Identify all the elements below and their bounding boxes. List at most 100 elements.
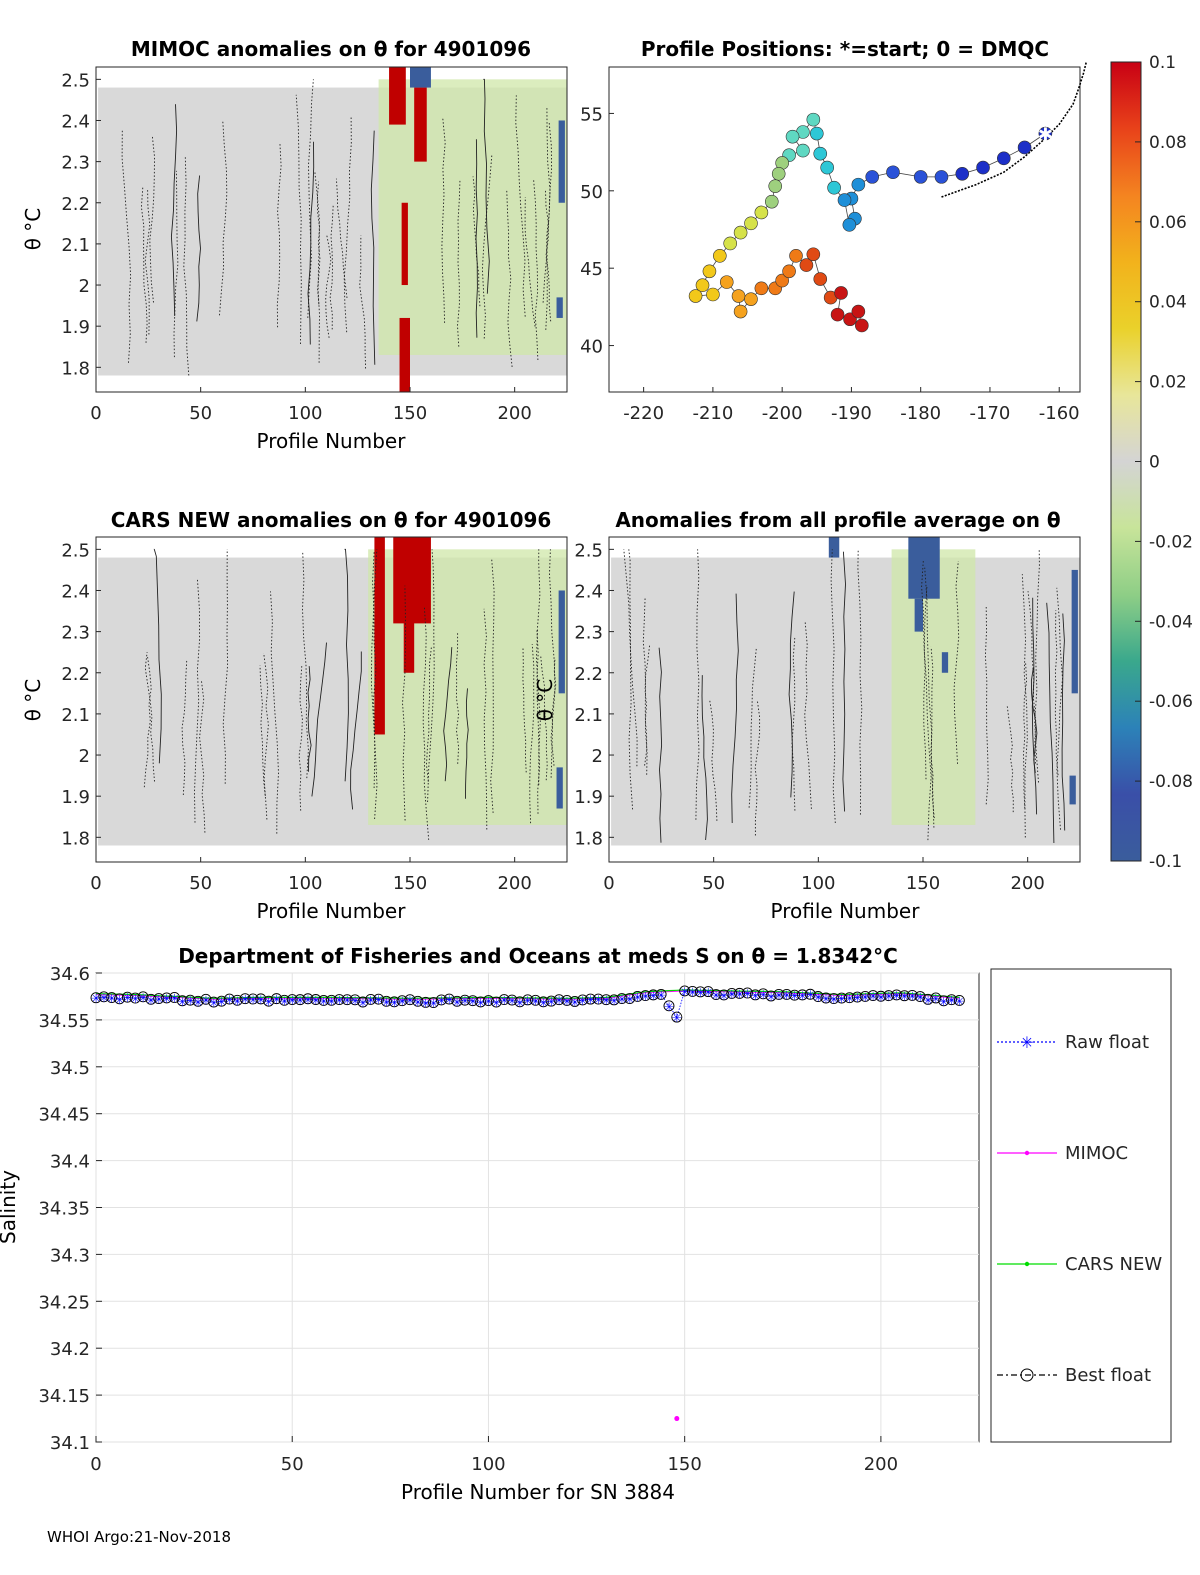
negative-anomaly-band bbox=[378, 79, 567, 355]
best-float-marker bbox=[883, 990, 895, 1002]
y-tick-label: 1.8 bbox=[61, 358, 90, 379]
raw-float-marker: ✳ bbox=[122, 991, 132, 1005]
best-float-marker bbox=[121, 991, 133, 1003]
best-float-marker bbox=[844, 992, 855, 1004]
average-ylabel: θ °C bbox=[533, 679, 557, 722]
best-float-marker bbox=[749, 989, 761, 1001]
contour-line bbox=[144, 652, 155, 782]
salinity-legend: ✳ Raw float MIMOC CARS NEW Best float bbox=[990, 968, 1172, 1443]
best-float-marker bbox=[522, 994, 534, 1006]
profile-position-marker bbox=[813, 146, 828, 161]
best-float-marker bbox=[302, 993, 314, 1005]
raw-float-marker: ✳ bbox=[169, 991, 179, 1005]
raw-float-marker: ✳ bbox=[782, 988, 792, 1002]
best-float-marker bbox=[859, 990, 871, 1002]
x-tick-label: 50 bbox=[189, 873, 212, 894]
raw-float-marker: ✳ bbox=[860, 990, 870, 1004]
coastline bbox=[941, 62, 1087, 198]
best-float-marker bbox=[922, 993, 934, 1005]
y-tick-label: 2.2 bbox=[61, 664, 90, 685]
profile-position-marker bbox=[723, 236, 738, 251]
y-tick-label: 34.1 bbox=[50, 1433, 90, 1454]
best-float-marker bbox=[867, 990, 879, 1001]
raw-float-marker: ✳ bbox=[374, 993, 384, 1007]
raw-float-marker: ✳ bbox=[758, 988, 768, 1002]
raw-float-marker: ✳ bbox=[735, 987, 745, 1001]
profile-position-marker bbox=[842, 218, 857, 232]
profile-position-marker bbox=[733, 304, 748, 319]
y-tick-label: 2.2 bbox=[574, 664, 603, 685]
raw-float-marker: ✳ bbox=[931, 992, 941, 1006]
contour-line bbox=[143, 655, 152, 788]
positions-track: ✱ bbox=[688, 62, 1087, 333]
contour-line bbox=[923, 586, 932, 841]
contour-line bbox=[1034, 549, 1040, 783]
contour-line bbox=[298, 664, 303, 811]
best-float-marker bbox=[247, 993, 259, 1005]
contour-line bbox=[533, 179, 539, 361]
best-float-marker bbox=[475, 996, 487, 1008]
contour-line bbox=[372, 552, 377, 789]
profile-position-marker bbox=[744, 292, 758, 306]
contour-line bbox=[536, 629, 541, 814]
best-float-marker bbox=[679, 985, 691, 997]
y-tick-label: 34.4 bbox=[50, 1152, 90, 1173]
best-float-marker bbox=[365, 993, 377, 1005]
mimoc-heatmap bbox=[96, 67, 567, 392]
best-float-marker bbox=[145, 993, 157, 1005]
y-tick-label: 40 bbox=[580, 337, 603, 358]
cars-title: CARS NEW anomalies on θ for 4901096 bbox=[111, 508, 552, 532]
profile-position-marker bbox=[851, 304, 866, 319]
contour-line bbox=[549, 549, 556, 778]
profile-position-marker bbox=[806, 112, 821, 127]
best-float-marker bbox=[663, 1000, 675, 1012]
legend-marker-dot bbox=[1024, 1261, 1030, 1267]
best-float-marker bbox=[443, 993, 455, 1005]
profile-position-marker bbox=[771, 166, 786, 181]
contour-line bbox=[658, 647, 663, 843]
best-float-marker bbox=[694, 986, 706, 998]
raw-float-marker: ✳ bbox=[397, 995, 407, 1009]
raw-float-marker: ✳ bbox=[491, 996, 501, 1010]
profile-position-marker bbox=[789, 249, 803, 263]
x-tick-label: 0 bbox=[603, 873, 614, 894]
raw-float-marker: ✳ bbox=[915, 991, 925, 1005]
raw-float-marker: ✳ bbox=[719, 989, 729, 1003]
contour-line bbox=[443, 647, 453, 782]
best-float-marker bbox=[906, 989, 918, 1001]
raw-float-marker: ✳ bbox=[185, 994, 195, 1008]
x-tick-label: 150 bbox=[667, 1454, 701, 1475]
raw-float-marker: ✳ bbox=[837, 992, 847, 1006]
legend-label: MIMOC bbox=[1065, 1143, 1128, 1164]
best-float-marker bbox=[106, 992, 118, 1004]
x-tick-label: 0 bbox=[90, 403, 101, 424]
missing-data-mask bbox=[609, 845, 1080, 862]
contour-line bbox=[335, 178, 348, 298]
contour-line bbox=[481, 154, 493, 339]
contour-line bbox=[695, 549, 700, 820]
profile-position-marker bbox=[719, 275, 734, 289]
negative-anomaly-patch bbox=[941, 652, 949, 673]
colorbar: 0.1 0.08 0.06 0.04 0.02 0 -0.02 -0.04 -0.06 -0.08… bbox=[1110, 53, 1193, 872]
raw-float-marker: ✳ bbox=[240, 993, 250, 1007]
best-float-marker bbox=[938, 995, 950, 1007]
y-tick-label: 2.4 bbox=[61, 111, 90, 132]
profile-position-marker bbox=[997, 151, 1011, 166]
negative-anomaly-patch bbox=[828, 537, 840, 558]
raw-float-marker: ✳ bbox=[554, 994, 564, 1008]
contour-line bbox=[302, 552, 309, 779]
raw-float-marker: ✳ bbox=[201, 993, 211, 1007]
raw-float-marker: ✳ bbox=[468, 995, 478, 1009]
raw-float-marker: ✳ bbox=[813, 991, 823, 1005]
legend-label: CARS NEW bbox=[1065, 1254, 1162, 1275]
contour-line bbox=[709, 699, 718, 821]
raw-float-marker: ✳ bbox=[633, 990, 643, 1004]
best-float-marker bbox=[946, 994, 957, 1006]
contour-line bbox=[196, 175, 201, 322]
best-float-marker bbox=[624, 993, 636, 1005]
contour-line bbox=[343, 116, 352, 333]
contour-line bbox=[194, 578, 201, 823]
contour-line bbox=[295, 94, 302, 345]
raw-float-marker: ✳ bbox=[483, 995, 493, 1009]
best-float-marker bbox=[875, 990, 887, 1002]
